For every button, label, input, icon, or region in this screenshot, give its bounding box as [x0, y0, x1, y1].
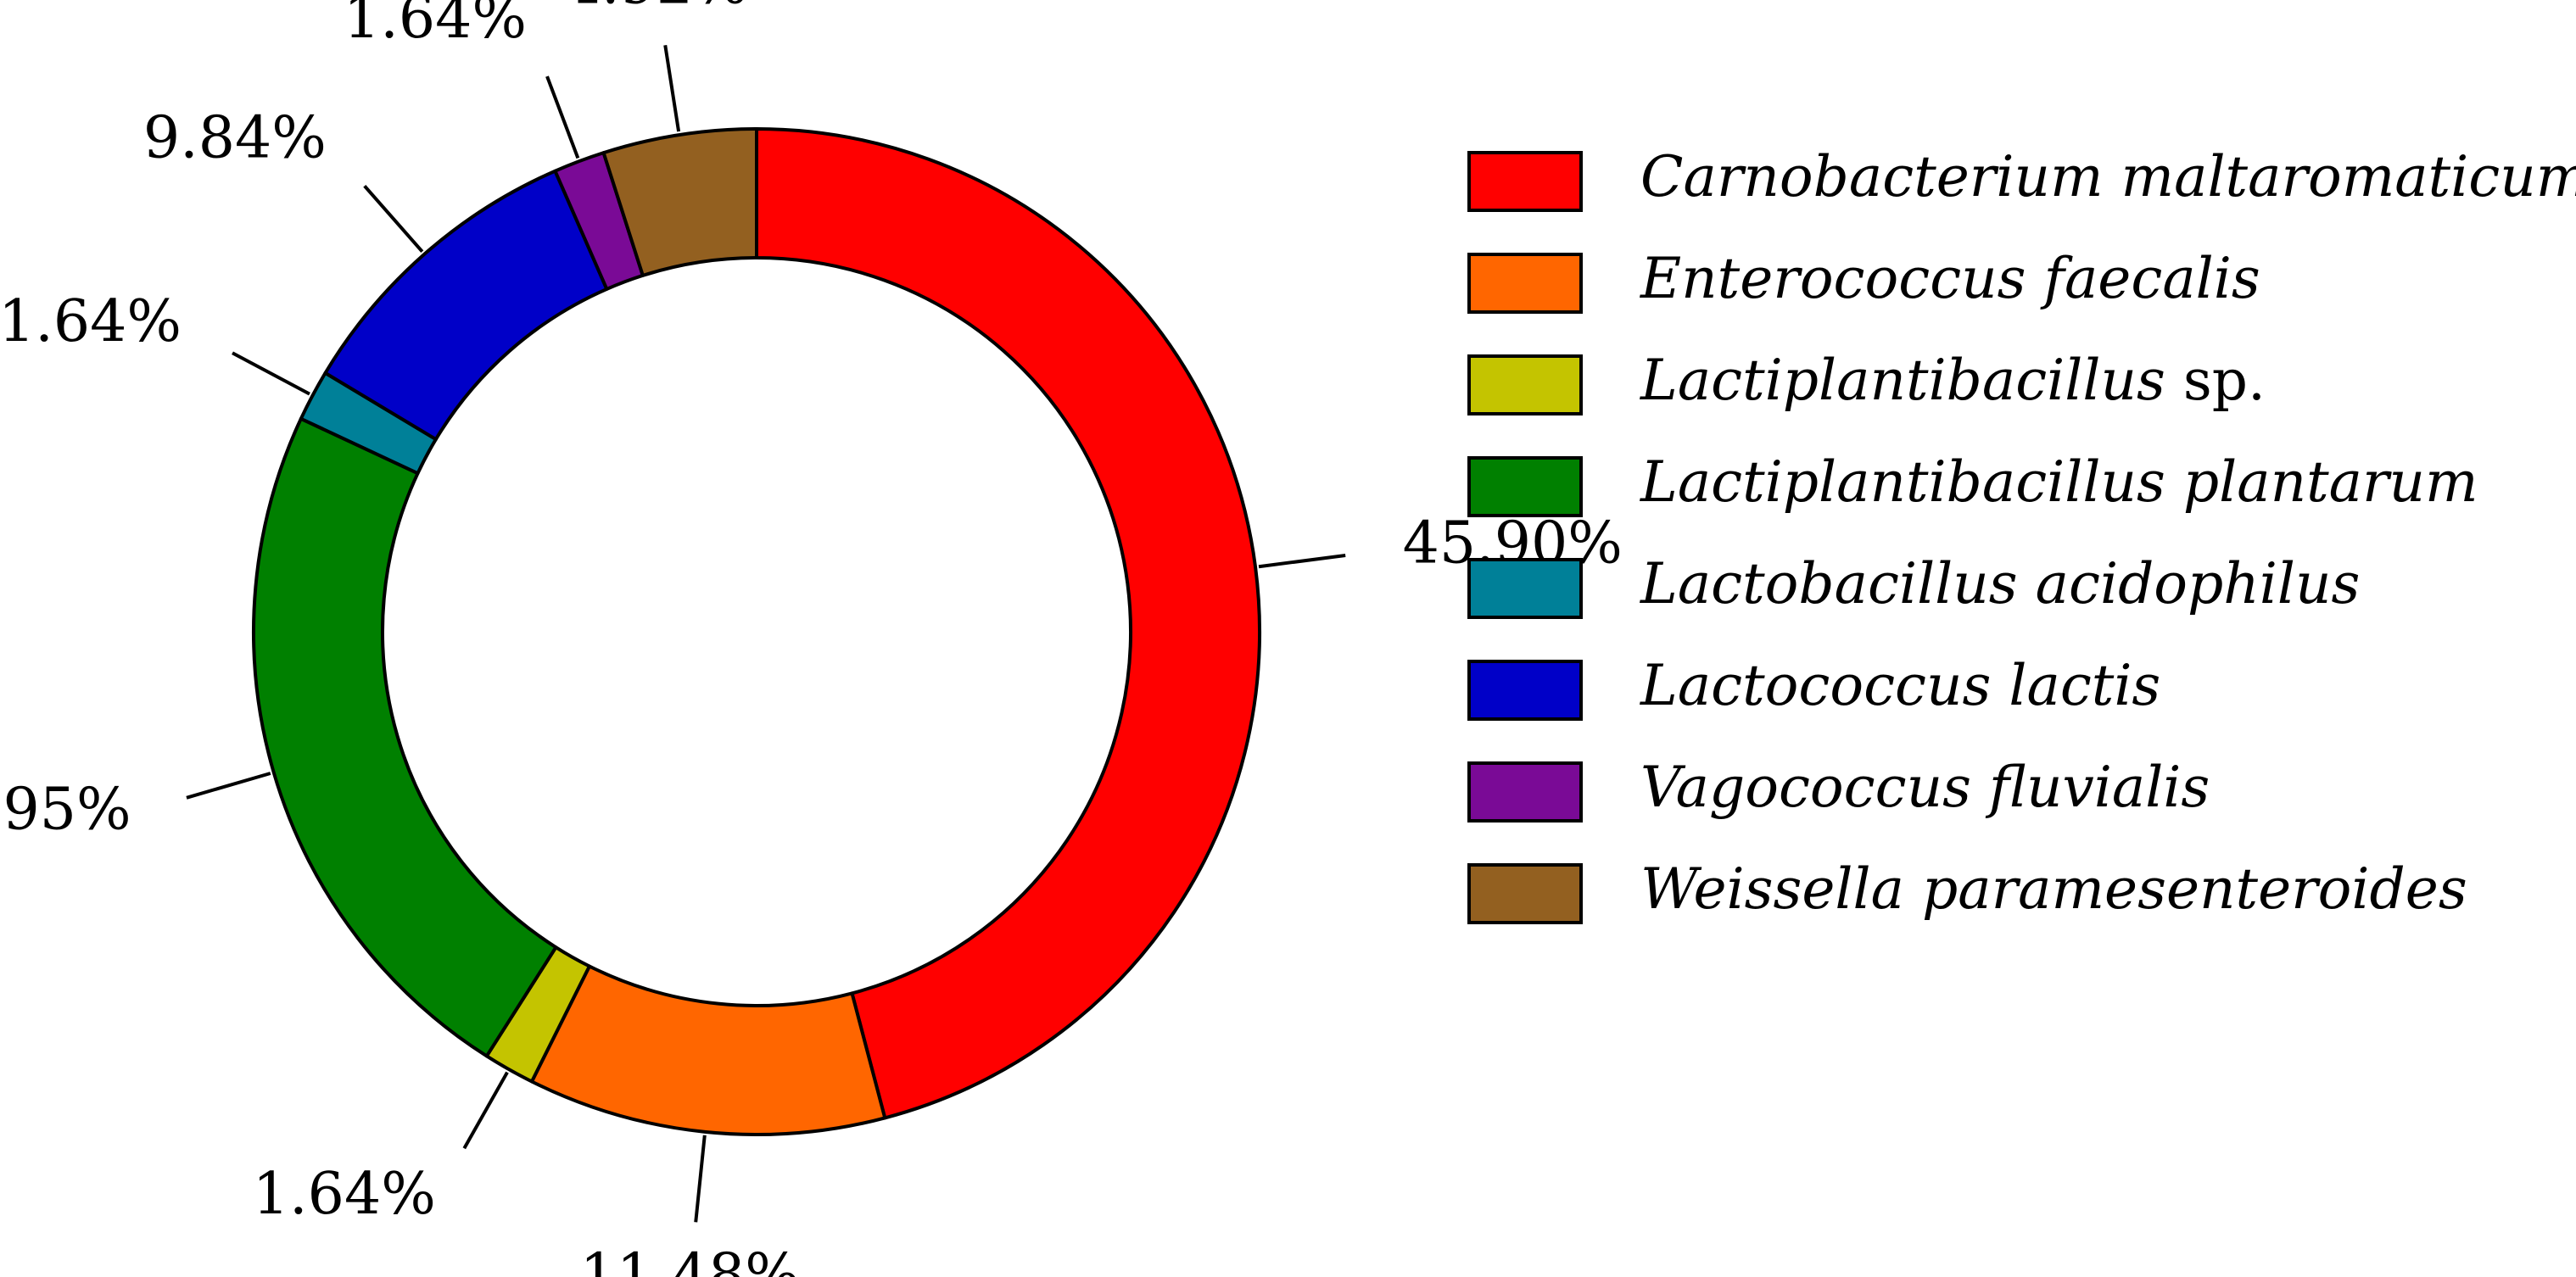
- leader-line: [663, 45, 681, 132]
- leader-line: [232, 351, 310, 396]
- percent-label: 22.95%: [0, 776, 131, 843]
- legend-item-carnobacterium-maltaromaticum: Carnobacterium maltaromaticum: [1467, 144, 2576, 212]
- percent-label: 11.48%: [580, 1241, 800, 1277]
- legend-swatch: [1467, 253, 1583, 314]
- leader-line: [545, 75, 580, 159]
- legend: Carnobacterium maltaromaticum Enterococcu…: [1467, 144, 2576, 924]
- legend-swatch: [1467, 354, 1583, 415]
- legend-swatch: [1467, 761, 1583, 823]
- percentage-labels: 45.90%11.48%1.64%22.95%1.64%9.84%1.64%4.…: [0, 0, 1623, 1277]
- legend-swatch: [1467, 151, 1583, 212]
- legend-swatch: [1467, 863, 1583, 924]
- slice-carnobacterium-maltaromaticum: [755, 127, 1261, 1120]
- donut-slices: [252, 127, 1261, 1136]
- legend-item-vagococcus-fluvialis: Vagococcus fluvialis: [1467, 755, 2210, 823]
- legend-label: Lactiplantibacillus plantarum: [1640, 449, 2478, 515]
- legend-swatch: [1467, 660, 1583, 721]
- legend-label: Weissella paramesenteroides: [1640, 856, 2467, 922]
- legend-swatch: [1467, 558, 1583, 619]
- percent-label: 1.64%: [344, 0, 527, 52]
- leader-line: [462, 1071, 509, 1150]
- leader-line: [694, 1135, 707, 1223]
- leader-lines: [186, 45, 1346, 1223]
- slice-lactococcus-lactis: [323, 169, 609, 442]
- leader-line: [363, 184, 424, 253]
- legend-item-lactobacillus-acidophilus: Lactobacillus acidophilus: [1467, 551, 2360, 619]
- legend-label: Vagococcus fluvialis: [1640, 755, 2210, 820]
- legend-label: Lactiplantibacillus sp.: [1640, 348, 2266, 413]
- leader-line: [186, 772, 271, 800]
- percent-label: 4.92%: [565, 0, 748, 18]
- slice-enterococcus-faecalis: [529, 964, 887, 1136]
- legend-label: Lactobacillus acidophilus: [1640, 551, 2360, 616]
- slice-weissella-paramesenteroides: [601, 127, 758, 277]
- legend-item-enterococcus-faecalis: Enterococcus faecalis: [1467, 246, 2260, 314]
- percent-label: 1.64%: [253, 1161, 436, 1228]
- legend-item-lactococcus-lactis: Lactococcus lactis: [1467, 653, 2160, 721]
- legend-label: Carnobacterium maltaromaticum: [1640, 144, 2576, 209]
- legend-item-lactiplantibacillus-plantarum: Lactiplantibacillus plantarum: [1467, 449, 2478, 517]
- slice-lactiplantibacillus-plantarum: [252, 416, 558, 1058]
- legend-label: Lactococcus lactis: [1640, 653, 2160, 718]
- legend-item-lactiplantibacillus-sp: Lactiplantibacillus sp.: [1467, 348, 2266, 415]
- legend-swatch: [1467, 456, 1583, 517]
- percent-label: 1.64%: [0, 288, 182, 355]
- leader-line: [1258, 554, 1346, 569]
- legend-label: Enterococcus faecalis: [1640, 246, 2260, 311]
- legend-item-weissella-paramesenteroides: Weissella paramesenteroides: [1467, 856, 2467, 924]
- percent-label: 9.84%: [143, 105, 327, 172]
